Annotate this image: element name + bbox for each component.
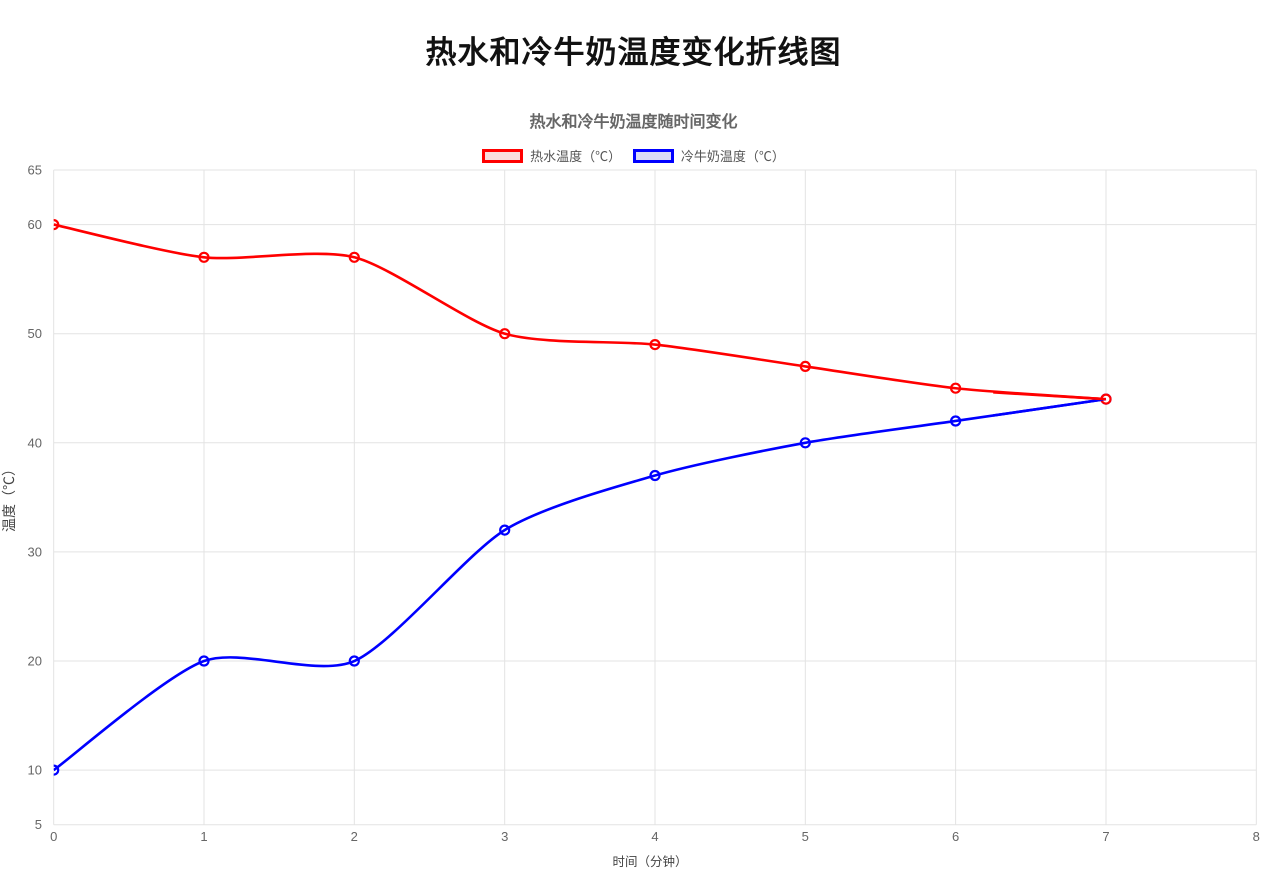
svg-text:65: 65 [28, 163, 42, 178]
svg-text:30: 30 [28, 544, 42, 559]
svg-text:40: 40 [28, 435, 42, 450]
svg-text:1: 1 [200, 829, 207, 844]
svg-text:温度（℃）: 温度（℃） [1, 462, 17, 532]
svg-text:20: 20 [28, 654, 42, 669]
svg-text:时间（分钟）: 时间（分钟） [612, 854, 687, 869]
svg-text:60: 60 [28, 217, 42, 232]
svg-text:0: 0 [50, 829, 57, 844]
svg-text:4: 4 [651, 829, 658, 844]
svg-text:10: 10 [28, 763, 42, 778]
svg-text:3: 3 [501, 829, 508, 844]
svg-text:2: 2 [351, 829, 358, 844]
svg-text:8: 8 [1253, 829, 1260, 844]
svg-text:50: 50 [28, 326, 42, 341]
svg-text:5: 5 [802, 829, 809, 844]
svg-text:7: 7 [1102, 829, 1109, 844]
svg-text:5: 5 [35, 817, 42, 832]
svg-text:6: 6 [952, 829, 959, 844]
